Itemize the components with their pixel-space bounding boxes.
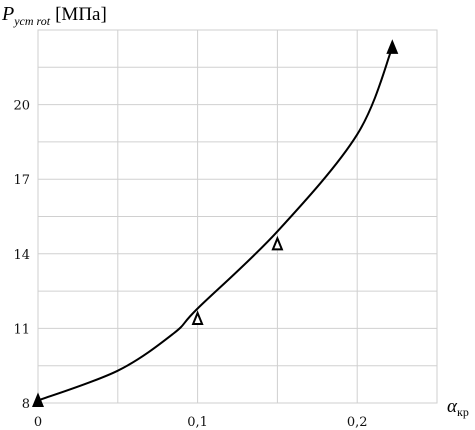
x-tick-label: 0: [34, 415, 42, 430]
series-line: [37, 47, 394, 402]
data-point-triangle: [386, 39, 399, 54]
y-axis-symbol: P: [1, 3, 14, 25]
series-layer: [32, 39, 399, 408]
x-axis-label: αкр: [447, 396, 469, 419]
data-point-triangle: [191, 310, 204, 325]
tick-labels: 0 0,1 0,2 8 11 14 17 20: [13, 99, 367, 430]
y-axis-subscript: уст rot: [13, 14, 51, 28]
data-point-triangle: [32, 392, 44, 408]
data-point-triangle: [271, 235, 284, 251]
x-axis-symbol: α: [447, 396, 458, 417]
y-axis-label: Pуст rot [МПа]: [1, 3, 107, 28]
y-tick-label: 11: [13, 322, 30, 337]
grid: [37, 29, 438, 404]
y-axis-unit: [МПа]: [55, 4, 107, 25]
y-tick-label: 20: [13, 99, 30, 114]
x-axis-subscript: кр: [457, 405, 469, 419]
y-tick-label: 8: [22, 397, 30, 412]
x-tick-label: 0,1: [187, 415, 208, 430]
y-tick-label: 17: [13, 173, 30, 188]
y-tick-label: 14: [13, 248, 30, 263]
x-tick-label: 0,2: [347, 415, 368, 430]
